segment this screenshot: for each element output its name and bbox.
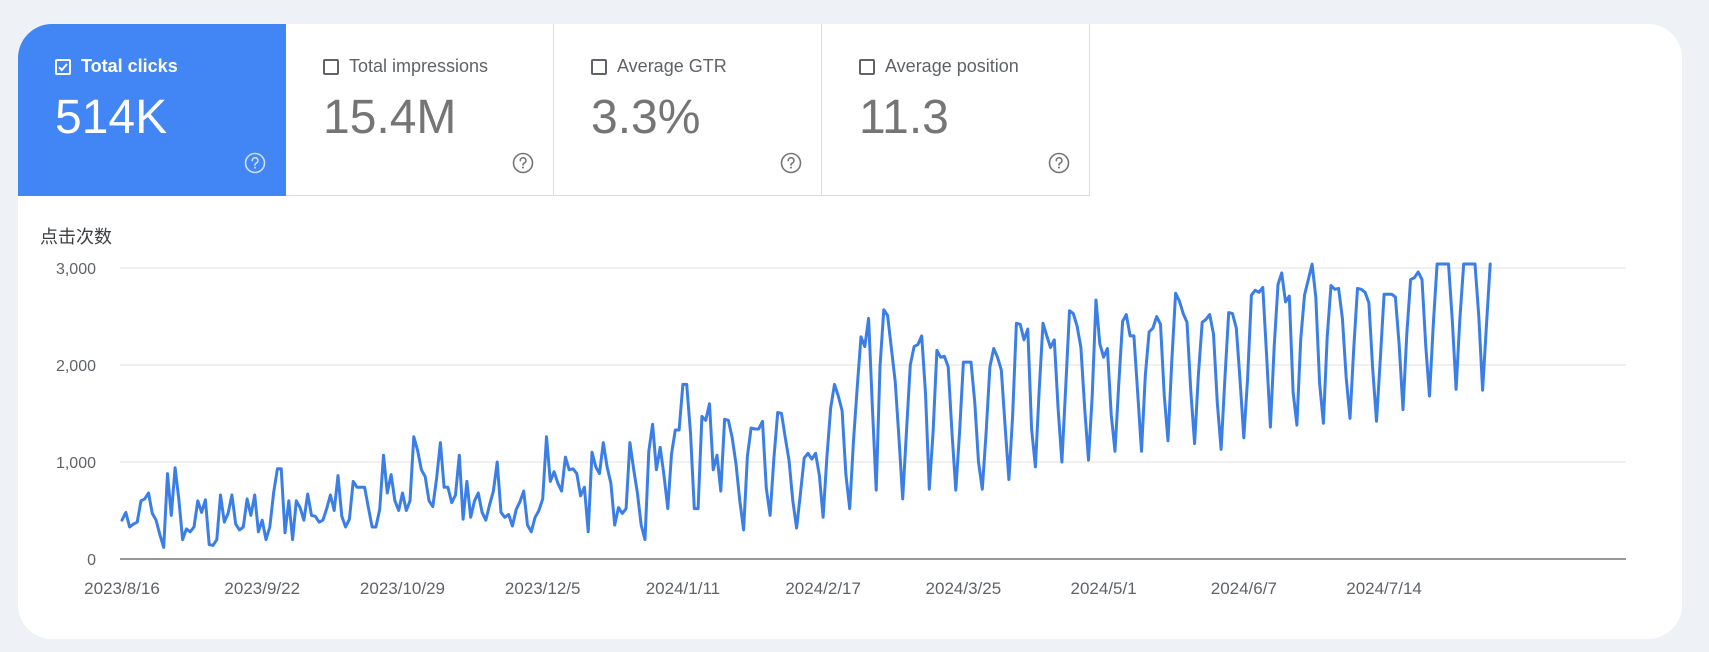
- x-tick-label: 2023/9/22: [224, 579, 300, 598]
- y-axis-title: 点击次数: [40, 227, 112, 247]
- y-axis-ticks: 0 1,000 2,000 3,000: [56, 261, 96, 569]
- x-tick-label: 2024/1/11: [646, 579, 720, 598]
- metric-label-row: Average position: [859, 56, 1019, 77]
- metric-card-total-clicks[interactable]: Total clicks 514K: [18, 24, 286, 196]
- help-icon[interactable]: [244, 152, 266, 174]
- metric-value: 514K: [55, 91, 168, 144]
- clicks-line-chart: 点击次数 0 1,000 2,000 3,000 2023/8/16 2023/9/22…: [40, 227, 1626, 598]
- performance-card: Total clicks 514K Total impressions 15.4M Av…: [18, 24, 1682, 639]
- metric-label-row: Total clicks: [55, 56, 178, 77]
- metric-label: Total clicks: [81, 56, 178, 76]
- y-tick-label: 0: [87, 552, 96, 569]
- metric-value: 15.4M: [323, 91, 457, 144]
- metric-label: Average GTR: [617, 56, 727, 76]
- x-tick-label: 2023/12/5: [505, 579, 581, 598]
- x-tick-label: 2024/6/7: [1211, 579, 1277, 598]
- grid-lines: [120, 267, 1626, 560]
- help-icon[interactable]: [512, 152, 534, 174]
- metric-tabs: Total clicks 514K Total impressions 15.4M Av…: [18, 24, 1090, 196]
- x-tick-label: 2023/10/29: [360, 579, 445, 598]
- metric-card-average-gtr[interactable]: Average GTR 3.3%: [554, 24, 822, 196]
- series-line-total-clicks: [120, 262, 1492, 549]
- metric-value: 11.3: [859, 91, 949, 144]
- checkbox-checked-icon[interactable]: [55, 58, 71, 75]
- y-tick-label: 1,000: [56, 455, 96, 472]
- metric-card-total-impressions[interactable]: Total impressions 15.4M: [286, 24, 554, 196]
- metric-label-row: Total impressions: [323, 56, 488, 77]
- x-axis-ticks: 2023/8/16 2023/9/22 2023/10/29 2023/12/5 202…: [84, 579, 1422, 598]
- x-tick-label: 2024/7/14: [1346, 579, 1422, 598]
- metric-card-average-position[interactable]: Average position 11.3: [822, 24, 1090, 196]
- metric-label: Average position: [885, 56, 1019, 76]
- y-tick-label: 2,000: [56, 358, 96, 375]
- checkbox-unchecked-icon[interactable]: [323, 58, 339, 75]
- metric-label: Total impressions: [349, 56, 489, 76]
- help-icon[interactable]: [780, 152, 802, 174]
- metric-value: 3.3%: [591, 91, 701, 144]
- x-tick-label: 2023/8/16: [84, 579, 160, 598]
- help-icon[interactable]: [1048, 152, 1070, 174]
- x-tick-label: 2024/2/17: [785, 579, 861, 598]
- y-tick-label: 3,000: [56, 261, 96, 278]
- metric-label-row: Average GTR: [591, 56, 727, 77]
- x-tick-label: 2024/3/25: [926, 579, 1002, 598]
- checkbox-unchecked-icon[interactable]: [591, 58, 607, 75]
- checkbox-unchecked-icon[interactable]: [859, 58, 875, 75]
- x-tick-label: 2024/5/1: [1071, 579, 1137, 598]
